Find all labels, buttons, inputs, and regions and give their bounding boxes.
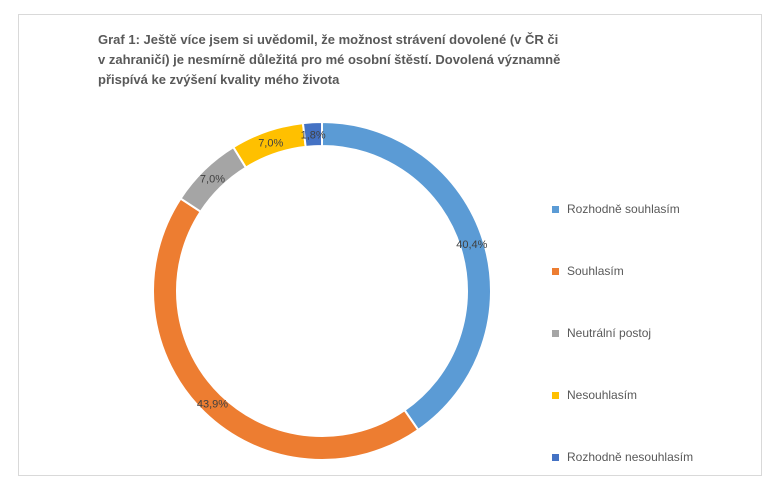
legend-swatch — [552, 392, 559, 399]
legend-item-nesouhlasim: Nesouhlasím — [552, 384, 772, 406]
legend-label: Souhlasím — [567, 264, 624, 278]
data-label-rozhodne-nesouhlasim: 1,8% — [301, 129, 326, 141]
legend-item-rozhodne-souhlasim: Rozhodně souhlasím — [552, 198, 772, 220]
data-label-nesouhlasim: 7,0% — [258, 138, 283, 150]
donut-slice-rozhodne-souhlasim — [322, 122, 491, 430]
data-label-souhlasim: 43,9% — [197, 398, 228, 410]
data-label-neutralni-postoj: 7,0% — [200, 174, 225, 186]
legend-item-neutralni-postoj: Neutrální postoj — [552, 322, 772, 344]
legend-label: Rozhodně souhlasím — [567, 202, 680, 216]
legend-swatch — [552, 454, 559, 461]
legend-swatch — [552, 330, 559, 337]
legend-swatch — [552, 268, 559, 275]
legend-swatch — [552, 206, 559, 213]
legend-label: Nesouhlasím — [567, 388, 637, 402]
donut-slice-souhlasim — [153, 199, 418, 460]
legend-label: Neutrální postoj — [567, 326, 651, 340]
legend-label: Rozhodně nesouhlasím — [567, 450, 693, 464]
legend-item-rozhodne-nesouhlasim: Rozhodně nesouhlasím — [552, 446, 772, 468]
data-label-rozhodne-souhlasim: 40,4% — [456, 239, 487, 251]
legend-item-souhlasim: Souhlasím — [552, 260, 772, 282]
